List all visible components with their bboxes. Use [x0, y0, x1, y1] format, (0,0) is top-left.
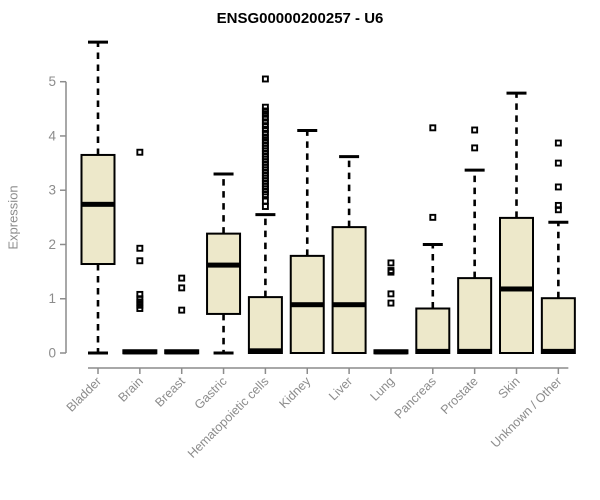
outlier-point — [178, 274, 186, 282]
y-tick-label: 4 — [48, 128, 56, 143]
x-tick-label: Skin — [496, 374, 523, 401]
outlier-point — [471, 126, 479, 134]
outlier-point — [554, 139, 562, 147]
outlier-point — [261, 118, 269, 126]
outlier-point — [136, 148, 144, 156]
median-line — [290, 302, 324, 308]
outlier-point — [136, 257, 144, 265]
x-tick-label: Unknown / Other — [488, 374, 564, 450]
outlier-point — [261, 103, 269, 111]
median-line — [248, 348, 282, 354]
outlier-point — [261, 75, 269, 83]
outlier-point — [554, 159, 562, 167]
chart-title: ENSG00000200257 - U6 — [216, 10, 384, 27]
y-tick-label: 5 — [48, 74, 56, 89]
x-tick-label: Bladder — [64, 374, 104, 414]
outlier-point — [387, 259, 395, 267]
median-line — [123, 349, 157, 355]
outlier-point — [471, 144, 479, 152]
median-line — [81, 201, 115, 207]
x-tick-label: Pancreas — [392, 374, 439, 421]
box-unknown-other — [540, 297, 576, 354]
median-line — [541, 348, 575, 354]
outlier-point — [387, 290, 395, 298]
outlier-point — [261, 203, 269, 210]
outlier-point — [178, 284, 186, 292]
x-tick-label: Prostate — [438, 374, 481, 417]
y-tick-label: 0 — [48, 346, 56, 361]
median-line — [165, 349, 199, 355]
median-line — [374, 349, 408, 355]
outlier-point — [261, 191, 269, 199]
x-tick-label: Brain — [115, 374, 146, 405]
median-line — [332, 302, 366, 308]
outlier-point — [387, 268, 395, 276]
median-line — [458, 348, 492, 354]
median-line — [207, 262, 241, 268]
outlier-point — [136, 305, 144, 312]
x-tick-label: Hematopoietic cells — [185, 374, 272, 461]
x-tick-label: Kidney — [276, 374, 313, 411]
outlier-point — [554, 206, 562, 214]
outlier-point — [136, 244, 144, 252]
box-bladder — [80, 153, 116, 266]
x-tick-label: Breast — [152, 374, 188, 410]
outlier-point — [261, 114, 269, 122]
outlier-point — [261, 125, 269, 133]
median-line — [500, 286, 533, 292]
outlier-point — [261, 110, 269, 118]
outlier-point — [387, 299, 395, 307]
box-gastric — [206, 232, 242, 315]
outlier-point — [554, 183, 562, 191]
median-line — [416, 348, 450, 354]
x-tick-label: Gastric — [192, 374, 230, 412]
y-tick-label: 2 — [48, 237, 56, 252]
box-pancreas — [415, 307, 451, 355]
outlier-point — [261, 197, 269, 205]
x-tick-label: Liver — [326, 374, 355, 403]
y-tick-label: 3 — [48, 183, 56, 198]
box-skin — [499, 216, 534, 354]
x-tick-label: Lung — [368, 374, 398, 404]
box-hematopoietic-cells — [247, 296, 283, 355]
box-prostate — [457, 277, 493, 354]
outlier-point — [178, 306, 186, 314]
y-tick-label: 1 — [48, 291, 56, 306]
outlier-point — [261, 122, 269, 130]
outlier-point — [261, 129, 269, 137]
outlier-point — [429, 124, 437, 132]
outlier-point — [429, 213, 437, 221]
box-liver — [331, 226, 367, 355]
